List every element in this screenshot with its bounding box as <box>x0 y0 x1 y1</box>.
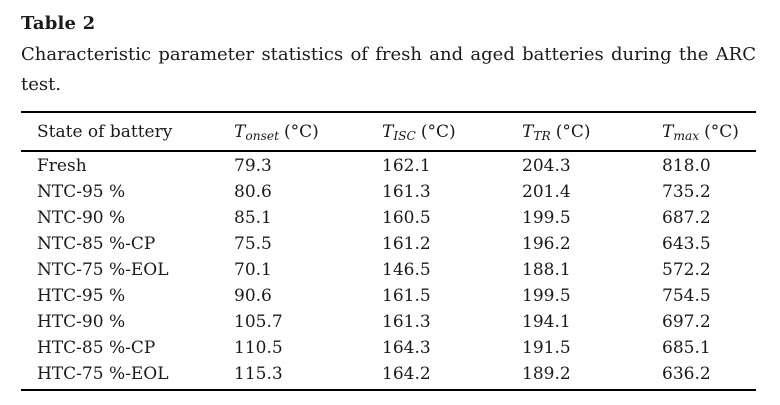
table-row-ntc-85-cp: NTC-85 %-CP 75.5 161.2 196.2 643.5 <box>21 231 756 257</box>
cell-t-max: 685.1 <box>662 338 711 358</box>
cell-t-onset: 79.3 <box>234 156 272 176</box>
column-header-t-max: Tmax (°C) <box>662 122 756 142</box>
cell-t-isc: 160.5 <box>382 208 431 228</box>
column-header-state-of-battery: State of battery <box>37 121 173 142</box>
cell-t-onset: 70.1 <box>234 260 272 280</box>
table-row-htc-75-eol: HTC-75 %-EOL 115.3 164.2 189.2 636.2 <box>21 361 756 387</box>
table-label: Table 2 <box>21 13 96 34</box>
cell-state: NTC-95 % <box>37 182 126 202</box>
table-row-ntc-95: NTC-95 % 80.6 161.3 201.4 735.2 <box>21 179 756 205</box>
cell-t-isc: 161.5 <box>382 286 431 306</box>
cell-state: HTC-75 %-EOL <box>37 364 169 384</box>
cell-t-onset: 115.3 <box>234 364 283 384</box>
cell-state: NTC-90 % <box>37 208 126 228</box>
column-header-t-isc: TISC (°C) <box>382 122 522 142</box>
cell-t-max: 818.0 <box>662 156 711 176</box>
cell-t-max: 687.2 <box>662 208 711 228</box>
cell-state: NTC-75 %-EOL <box>37 260 169 280</box>
unit-label: (°C) <box>420 121 456 142</box>
table-row-ntc-90: NTC-90 % 85.1 160.5 199.5 687.2 <box>21 205 756 231</box>
cell-t-tr: 196.2 <box>522 234 571 254</box>
cell-t-tr: 189.2 <box>522 364 571 384</box>
cell-t-max: 735.2 <box>662 182 711 202</box>
cell-t-onset: 85.1 <box>234 208 272 228</box>
table-header-row: State of battery Tonset (°C) TISC (°C) TTR… <box>21 113 756 150</box>
cell-t-isc: 146.5 <box>382 260 431 280</box>
table-body: Fresh 79.3 162.1 204.3 818.0 NTC-95 % 80… <box>21 152 756 389</box>
stats-table: State of battery Tonset (°C) TISC (°C) TTR… <box>21 111 756 391</box>
table-row-ntc-75-eol: NTC-75 %-EOL 70.1 146.5 188.1 572.2 <box>21 257 756 283</box>
subscript: max <box>673 128 700 143</box>
subscript: TR <box>533 128 551 143</box>
caption-line-2: test. <box>21 74 62 95</box>
table-row-htc-95: HTC-95 % 90.6 161.5 199.5 754.5 <box>21 283 756 309</box>
cell-t-tr: 191.5 <box>522 338 571 358</box>
column-header-t-tr: TTR (°C) <box>522 122 662 142</box>
cell-t-tr: 199.5 <box>522 208 571 228</box>
unit-label: (°C) <box>704 121 739 142</box>
cell-t-max: 636.2 <box>662 364 711 384</box>
cell-state: HTC-85 %-CP <box>37 338 156 358</box>
cell-state: Fresh <box>37 156 87 176</box>
table-caption: Characteristic parameter statistics of f… <box>21 40 756 100</box>
cell-t-max: 643.5 <box>662 234 711 254</box>
temperature-symbol: T <box>522 121 534 142</box>
header-divider-rule <box>21 150 756 152</box>
temperature-symbol: T <box>662 121 674 142</box>
cell-t-tr: 194.1 <box>522 312 571 332</box>
cell-t-tr: 188.1 <box>522 260 571 280</box>
paper-page: Table 2 Characteristic parameter statist… <box>21 12 756 391</box>
cell-t-isc: 161.2 <box>382 234 431 254</box>
cell-t-tr: 199.5 <box>522 286 571 306</box>
cell-t-max: 697.2 <box>662 312 711 332</box>
cell-t-tr: 201.4 <box>522 182 571 202</box>
unit-label: (°C) <box>555 121 591 142</box>
table-bottom-rule <box>21 389 756 391</box>
caption-line-1: Characteristic parameter statistics of f… <box>21 44 756 65</box>
cell-t-max: 572.2 <box>662 260 711 280</box>
cell-state: HTC-95 % <box>37 286 126 306</box>
table-top-rule <box>21 111 756 113</box>
cell-t-onset: 90.6 <box>234 286 272 306</box>
cell-t-onset: 80.6 <box>234 182 272 202</box>
unit-label: (°C) <box>284 121 319 142</box>
subscript: ISC <box>393 128 416 143</box>
cell-t-tr: 204.3 <box>522 156 571 176</box>
cell-t-onset: 110.5 <box>234 338 283 358</box>
column-header-t-onset: Tonset (°C) <box>234 122 382 142</box>
cell-t-isc: 161.3 <box>382 312 431 332</box>
cell-state: NTC-85 %-CP <box>37 234 156 254</box>
cell-t-isc: 161.3 <box>382 182 431 202</box>
table-row-htc-85-cp: HTC-85 %-CP 110.5 164.3 191.5 685.1 <box>21 335 756 361</box>
cell-t-max: 754.5 <box>662 286 711 306</box>
cell-t-isc: 164.2 <box>382 364 431 384</box>
table-row-fresh: Fresh 79.3 162.1 204.3 818.0 <box>21 153 756 179</box>
subscript: onset <box>245 128 280 143</box>
cell-state: HTC-90 % <box>37 312 126 332</box>
temperature-symbol: T <box>382 121 394 142</box>
table-row-htc-90: HTC-90 % 105.7 161.3 194.1 697.2 <box>21 309 756 335</box>
cell-t-onset: 75.5 <box>234 234 272 254</box>
cell-t-isc: 164.3 <box>382 338 431 358</box>
temperature-symbol: T <box>234 121 246 142</box>
cell-t-onset: 105.7 <box>234 312 283 332</box>
cell-t-isc: 162.1 <box>382 156 431 176</box>
